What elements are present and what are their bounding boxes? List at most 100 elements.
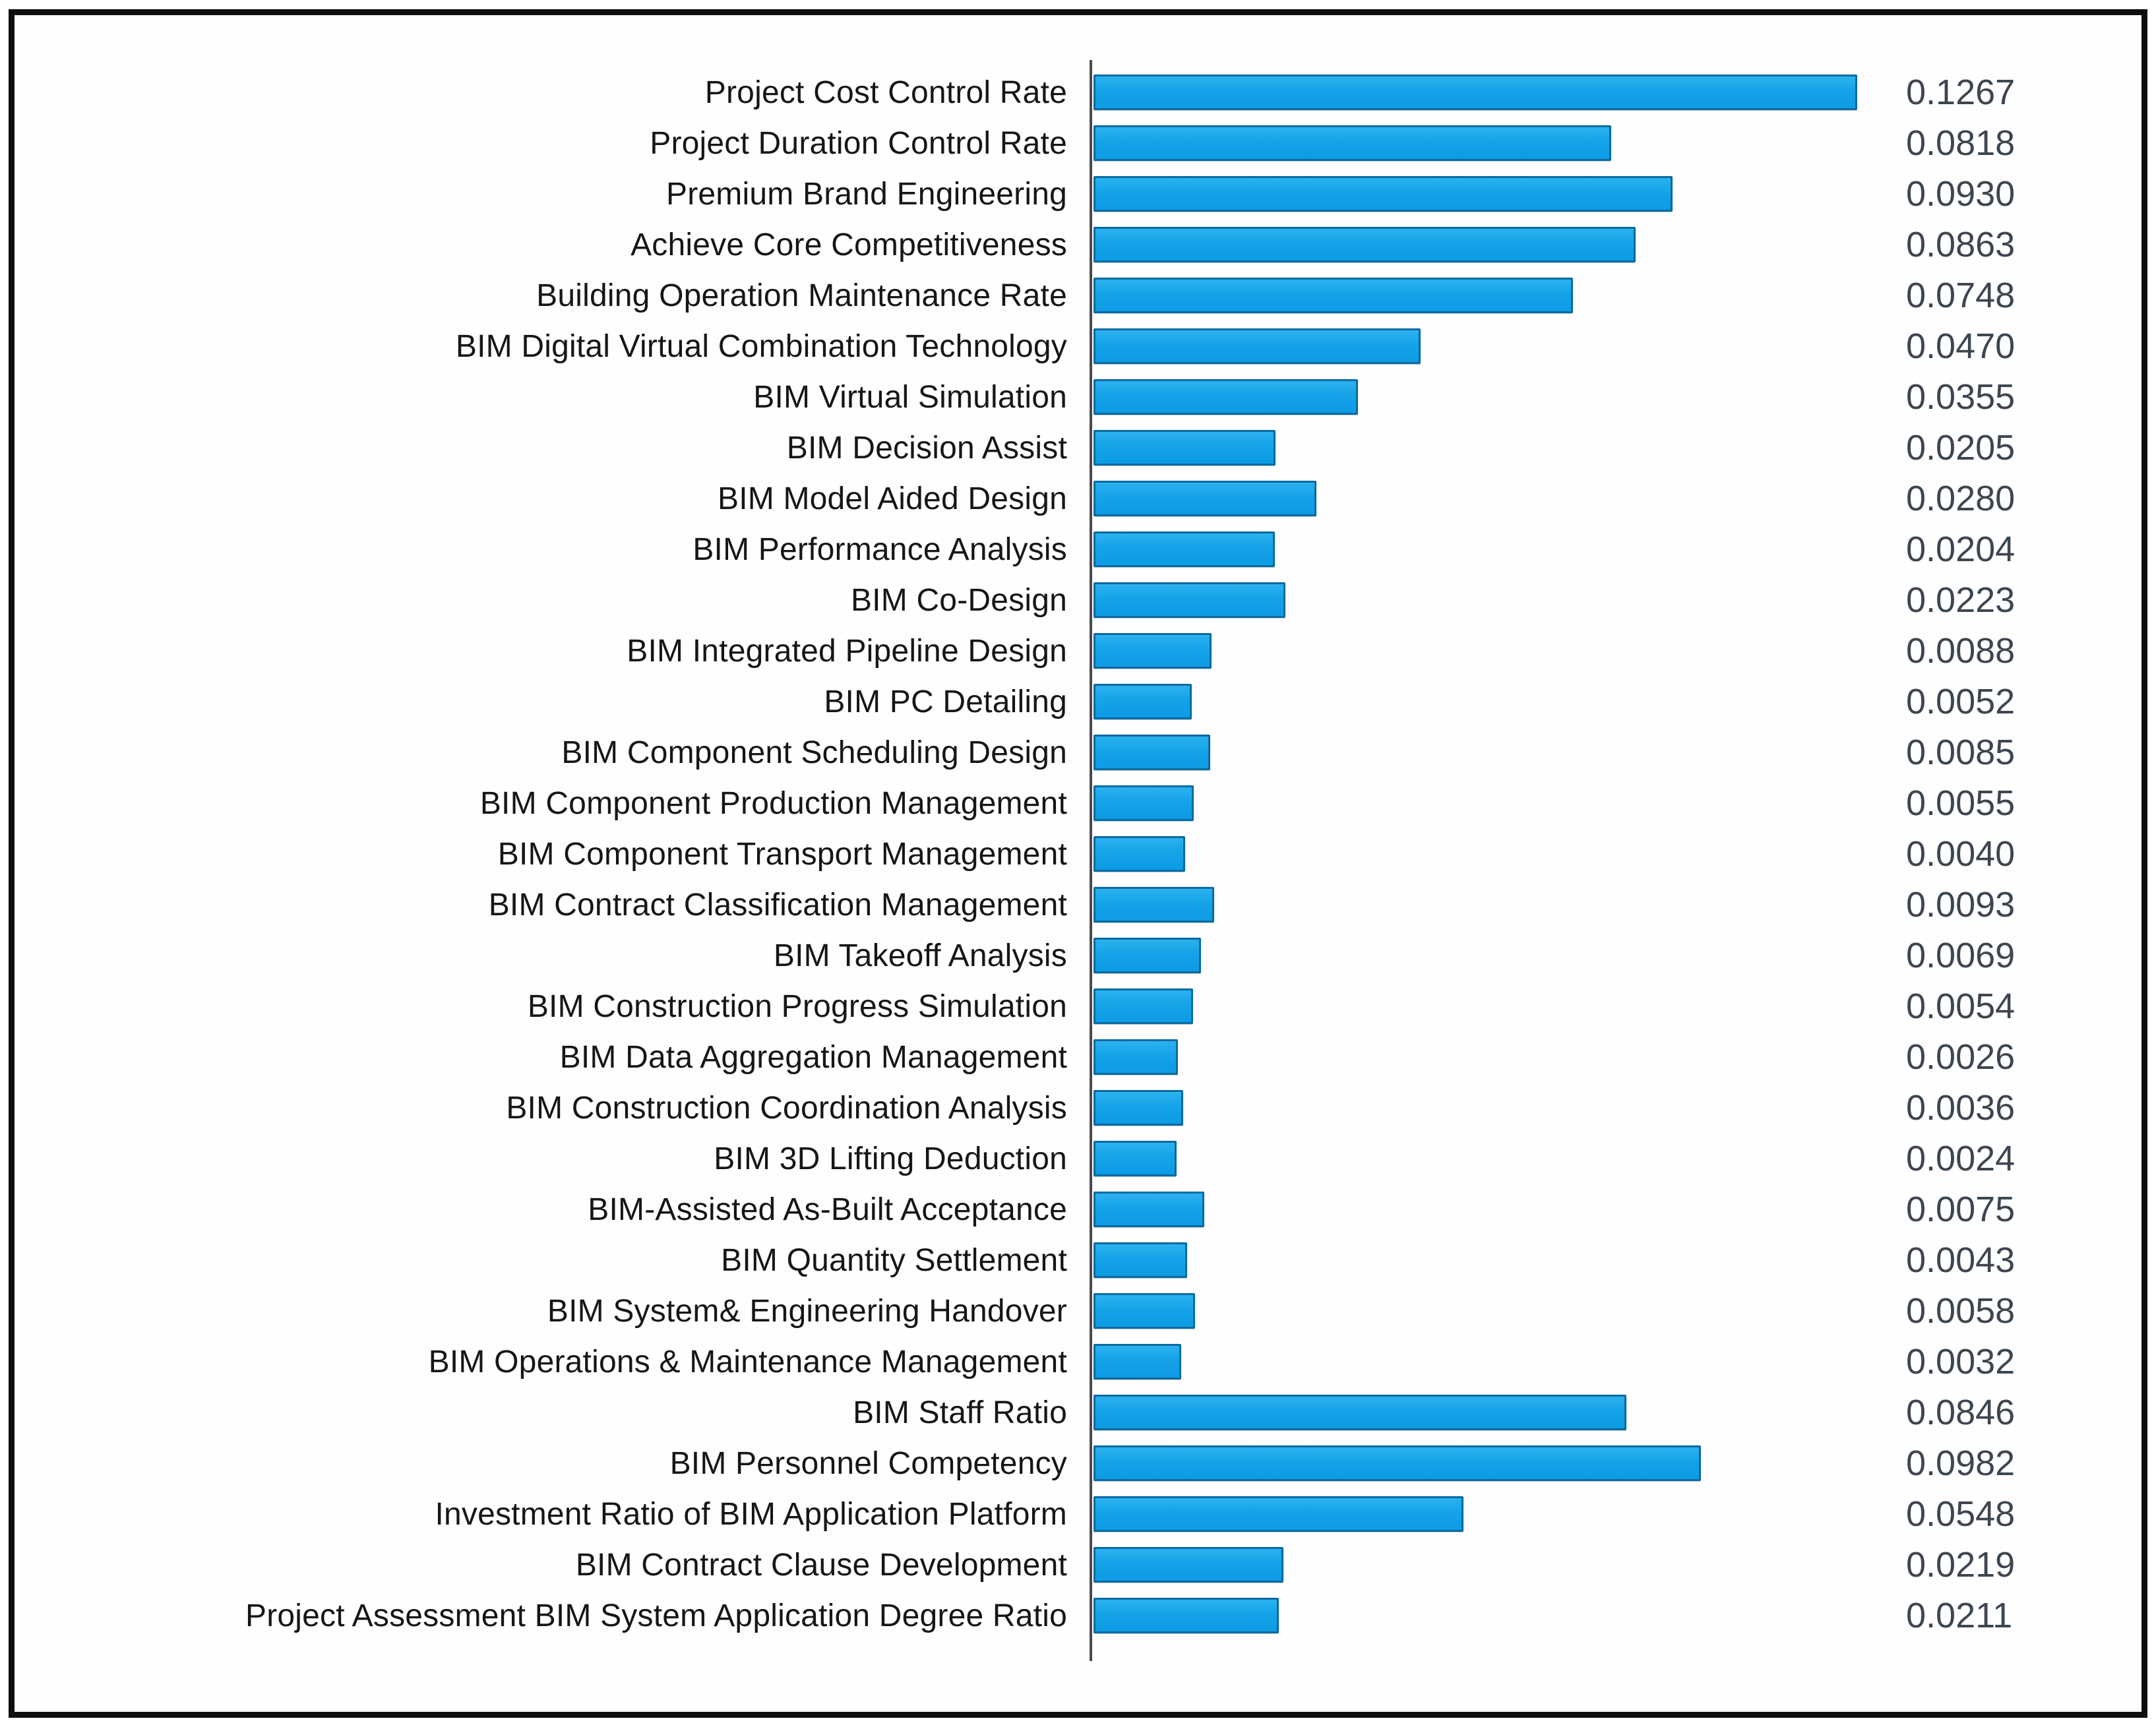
category-label: BIM Digital Virtual Combination Technolo… — [455, 328, 1067, 364]
bar — [1093, 278, 1573, 313]
category-label: BIM System& Engineering Handover — [547, 1293, 1067, 1329]
bar — [1093, 1192, 1204, 1227]
value-label: 0.0055 — [1906, 783, 2016, 823]
category-label: BIM-Assisted As-Built Acceptance — [588, 1192, 1067, 1227]
chart-row: Achieve Core Competitiveness 0.0863 — [15, 220, 2141, 270]
category-label: Premium Brand Engineering — [666, 176, 1067, 212]
bar — [1093, 735, 1210, 770]
value-label: 0.0930 — [1906, 174, 2016, 214]
bar — [1093, 176, 1673, 212]
bar — [1093, 1344, 1181, 1379]
chart-row: BIM Integrated Pipeline Design 0.0088 — [15, 626, 2141, 677]
bar — [1093, 785, 1194, 821]
category-label: BIM Contract Clause Development — [575, 1547, 1067, 1583]
value-label: 0.0223 — [1906, 580, 2016, 620]
bar — [1093, 633, 1212, 669]
bar — [1093, 1242, 1187, 1278]
value-label: 0.0204 — [1906, 530, 2016, 569]
chart-row: BIM Decision Assist 0.0205 — [15, 423, 2141, 473]
chart-row: BIM Model Aided Design 0.0280 — [15, 473, 2141, 524]
value-label: 0.0052 — [1906, 682, 2016, 721]
value-label: 0.0043 — [1906, 1240, 2016, 1280]
value-label: 0.0470 — [1906, 326, 2016, 366]
value-label: 0.0058 — [1906, 1291, 2016, 1331]
chart-row: BIM Co-Design 0.0223 — [15, 575, 2141, 626]
bar — [1093, 1090, 1183, 1126]
category-label: BIM Quantity Settlement — [721, 1242, 1067, 1278]
bar — [1093, 1445, 1701, 1481]
value-label: 0.0280 — [1906, 479, 2016, 518]
value-label: 0.1267 — [1906, 73, 2016, 112]
chart-row: Project Assessment BIM System Applicatio… — [15, 1591, 2141, 1641]
category-label: Achieve Core Competitiveness — [631, 227, 1067, 262]
bar-chart: Project Cost Control Rate 0.1267 Project D… — [15, 15, 2141, 1712]
bar — [1093, 836, 1185, 872]
category-label: BIM Decision Assist — [786, 430, 1067, 466]
chart-row: BIM Construction Progress Simulation 0.00… — [15, 981, 2141, 1032]
bar — [1093, 938, 1201, 973]
value-label: 0.0748 — [1906, 276, 2016, 315]
category-label: BIM Data Aggregation Management — [559, 1039, 1067, 1075]
chart-row: BIM Component Production Management 0.005… — [15, 778, 2141, 829]
value-label: 0.0040 — [1906, 834, 2016, 874]
category-label: BIM PC Detailing — [824, 684, 1067, 719]
chart-row: BIM Takeoff Analysis 0.0069 — [15, 930, 2141, 981]
bar — [1093, 1598, 1279, 1633]
chart-row: Investment Ratio of BIM Application Plat… — [15, 1489, 2141, 1540]
category-label: Project Duration Control Rate — [650, 125, 1067, 161]
chart-row: BIM Contract Classification Management 0.… — [15, 880, 2141, 930]
chart-row: BIM Virtual Simulation 0.0355 — [15, 372, 2141, 423]
bar — [1093, 430, 1276, 466]
category-label: BIM Takeoff Analysis — [773, 938, 1067, 973]
bar — [1093, 75, 1857, 110]
category-label: Investment Ratio of BIM Application Plat… — [435, 1496, 1067, 1532]
value-label: 0.0085 — [1906, 733, 2016, 772]
value-label: 0.0075 — [1906, 1190, 2016, 1229]
value-label: 0.0818 — [1906, 123, 2016, 163]
value-label: 0.0211 — [1906, 1596, 2013, 1635]
category-label: BIM 3D Lifting Deduction — [714, 1141, 1067, 1176]
bar — [1093, 1395, 1626, 1430]
value-label: 0.0219 — [1906, 1545, 2016, 1585]
figure-frame: Project Cost Control Rate 0.1267 Project D… — [9, 9, 2147, 1718]
value-label: 0.0548 — [1906, 1494, 2016, 1534]
bar — [1093, 328, 1421, 364]
bar — [1093, 125, 1611, 161]
value-label: 0.0069 — [1906, 936, 2016, 975]
bar — [1093, 531, 1275, 567]
value-label: 0.0355 — [1906, 377, 2016, 417]
chart-row: BIM 3D Lifting Deduction 0.0024 — [15, 1134, 2141, 1184]
value-label: 0.0024 — [1906, 1139, 2016, 1178]
chart-row: BIM Digital Virtual Combination Technolo… — [15, 321, 2141, 372]
chart-row: Premium Brand Engineering 0.0930 — [15, 169, 2141, 220]
chart-row: BIM-Assisted As-Built Acceptance 0.0075 — [15, 1184, 2141, 1235]
value-label: 0.0032 — [1906, 1342, 2016, 1381]
category-label: BIM Virtual Simulation — [753, 379, 1067, 415]
bar — [1093, 227, 1636, 262]
chart-row: BIM Construction Coordination Analysis 0.… — [15, 1083, 2141, 1134]
category-label: BIM Integrated Pipeline Design — [627, 633, 1067, 669]
bar — [1093, 481, 1316, 516]
category-label: BIM Staff Ratio — [853, 1395, 1067, 1430]
chart-row: BIM PC Detailing 0.0052 — [15, 677, 2141, 727]
bar — [1093, 988, 1193, 1024]
chart-row: BIM Component Scheduling Design 0.0085 — [15, 727, 2141, 778]
category-label: Building Operation Maintenance Rate — [536, 278, 1067, 313]
category-label: BIM Co-Design — [850, 582, 1067, 618]
chart-row: BIM System& Engineering Handover 0.0058 — [15, 1286, 2141, 1337]
chart-row: BIM Quantity Settlement 0.0043 — [15, 1235, 2141, 1286]
category-label: BIM Component Production Management — [479, 785, 1067, 821]
bar — [1093, 1293, 1195, 1329]
category-label: BIM Personnel Competency — [669, 1445, 1067, 1481]
chart-row: BIM Component Transport Management 0.0040 — [15, 829, 2141, 880]
category-label: BIM Component Transport Management — [497, 836, 1067, 872]
chart-row: BIM Data Aggregation Management 0.0026 — [15, 1032, 2141, 1083]
category-label: BIM Model Aided Design — [717, 481, 1067, 516]
category-label: BIM Operations & Maintenance Management — [428, 1344, 1067, 1379]
bar — [1093, 582, 1285, 618]
value-label: 0.0093 — [1906, 885, 2016, 924]
value-label: 0.0982 — [1906, 1443, 2016, 1483]
bar — [1093, 1547, 1283, 1583]
value-label: 0.0054 — [1906, 986, 2016, 1026]
